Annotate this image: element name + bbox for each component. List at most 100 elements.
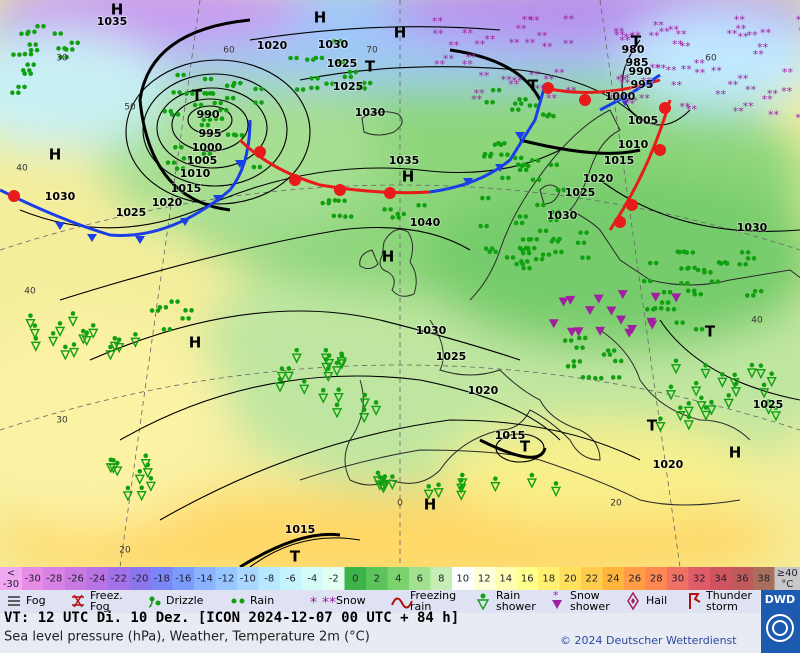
rain-symbol	[744, 293, 750, 298]
snow-symbol: **	[782, 66, 794, 79]
snow-symbol: **	[566, 84, 578, 97]
shower-symbol	[331, 408, 343, 419]
rain-symbol	[257, 164, 263, 170]
rain-symbol	[253, 86, 258, 92]
pressure-label: 1030	[737, 221, 768, 234]
shower-symbol	[375, 470, 381, 476]
pressure-center: H	[402, 168, 415, 186]
rain-symbol	[684, 250, 690, 255]
scale-label: -20	[132, 574, 148, 585]
rain-symbol	[201, 151, 207, 157]
snow-shower-symbol	[595, 326, 606, 336]
shower-symbol	[717, 377, 728, 388]
scale-cell	[366, 567, 388, 590]
rain-symbol	[238, 80, 243, 86]
scale-cell	[280, 567, 302, 590]
rain-symbol	[330, 81, 335, 86]
cold-front-barb	[515, 132, 525, 140]
rain-symbol	[484, 223, 489, 229]
pressure-label: 985	[626, 56, 649, 69]
rain-symbol	[685, 288, 691, 294]
snow-symbol: **	[767, 88, 779, 101]
legend-icon	[149, 596, 155, 602]
snow-symbol: **	[542, 40, 554, 53]
rain-symbol	[19, 31, 24, 37]
snow-symbol: **	[474, 38, 486, 51]
shower-symbol	[283, 371, 294, 382]
scale-cell	[194, 567, 216, 590]
pressure-center: H	[111, 1, 124, 19]
rain-symbol	[517, 214, 523, 219]
scale-cell	[108, 567, 130, 590]
rain-symbol	[641, 278, 647, 284]
shower-symbol	[25, 318, 36, 330]
scale-label: 20	[564, 574, 577, 585]
rain-symbol	[300, 87, 306, 92]
pressure-center: T	[520, 438, 531, 456]
legend-label: Drizzle	[166, 594, 204, 607]
rain-symbol	[605, 348, 611, 353]
snow-symbol: **	[619, 77, 631, 90]
warm-front-bulge	[579, 94, 591, 106]
logo-swirl	[772, 620, 788, 636]
rain-symbol	[543, 228, 549, 234]
scale-cell	[387, 567, 410, 590]
rain-symbol	[709, 279, 715, 284]
rain-symbol	[319, 55, 325, 61]
rain-symbol	[525, 163, 531, 169]
rain-symbol	[41, 23, 46, 29]
scale-label: -4	[307, 574, 317, 585]
rain-symbol	[169, 299, 174, 304]
rain-symbol	[183, 308, 188, 313]
shower-symbol	[359, 412, 370, 424]
rain-symbol	[526, 247, 531, 253]
rain-symbol	[554, 217, 559, 223]
rain-symbol	[519, 259, 524, 264]
copyright: © 2024 Deutscher Wetterdienst	[560, 634, 737, 647]
rain-symbol	[202, 76, 208, 82]
rain-symbol	[690, 250, 696, 255]
shower-symbol	[67, 316, 79, 328]
scale-high-label: °C	[781, 579, 793, 590]
rain-symbol	[515, 107, 521, 112]
rain-symbol	[162, 108, 168, 114]
rain-symbol	[212, 100, 218, 106]
rain-symbol	[647, 278, 653, 284]
snow-symbol: **	[609, 92, 621, 105]
rain-symbol	[586, 255, 591, 261]
snow-symbol: **	[795, 111, 800, 124]
shower-symbol	[28, 313, 33, 318]
snow-symbol: **	[627, 95, 639, 108]
snow-symbol: **	[727, 78, 739, 91]
rain-symbol	[175, 72, 180, 78]
rain-symbol	[510, 255, 516, 260]
rain-symbol	[304, 57, 310, 62]
snow-symbol: **	[524, 37, 536, 50]
rain-symbol	[658, 305, 664, 311]
rain-symbol	[338, 38, 343, 44]
snow-symbol: **	[671, 79, 683, 92]
shower-symbol	[336, 387, 341, 392]
rain-symbol	[536, 177, 542, 183]
legend-label: Fog	[90, 600, 110, 613]
temperature-label: 20	[610, 499, 622, 509]
shower-symbol	[749, 362, 755, 368]
rain-symbol	[218, 100, 224, 106]
temperature-label: 40	[16, 164, 28, 174]
rain-symbol	[175, 299, 180, 304]
rain-symbol	[520, 247, 525, 253]
rain-symbol	[715, 279, 721, 284]
rain-symbol	[493, 249, 498, 255]
pressure-center: H	[49, 146, 62, 164]
legend-label: Thunder	[705, 589, 752, 602]
shower-symbol	[323, 371, 334, 383]
pressure-center: H	[394, 24, 407, 42]
shower-symbol	[334, 402, 340, 408]
shower-symbol	[142, 468, 153, 479]
rain-symbol	[667, 289, 673, 295]
pressure-center: H	[382, 248, 395, 266]
shower-symbol	[362, 392, 368, 398]
pressure-label: 1020	[583, 172, 614, 185]
snow-symbol: **	[679, 100, 691, 113]
scale-label: 14	[499, 574, 512, 585]
